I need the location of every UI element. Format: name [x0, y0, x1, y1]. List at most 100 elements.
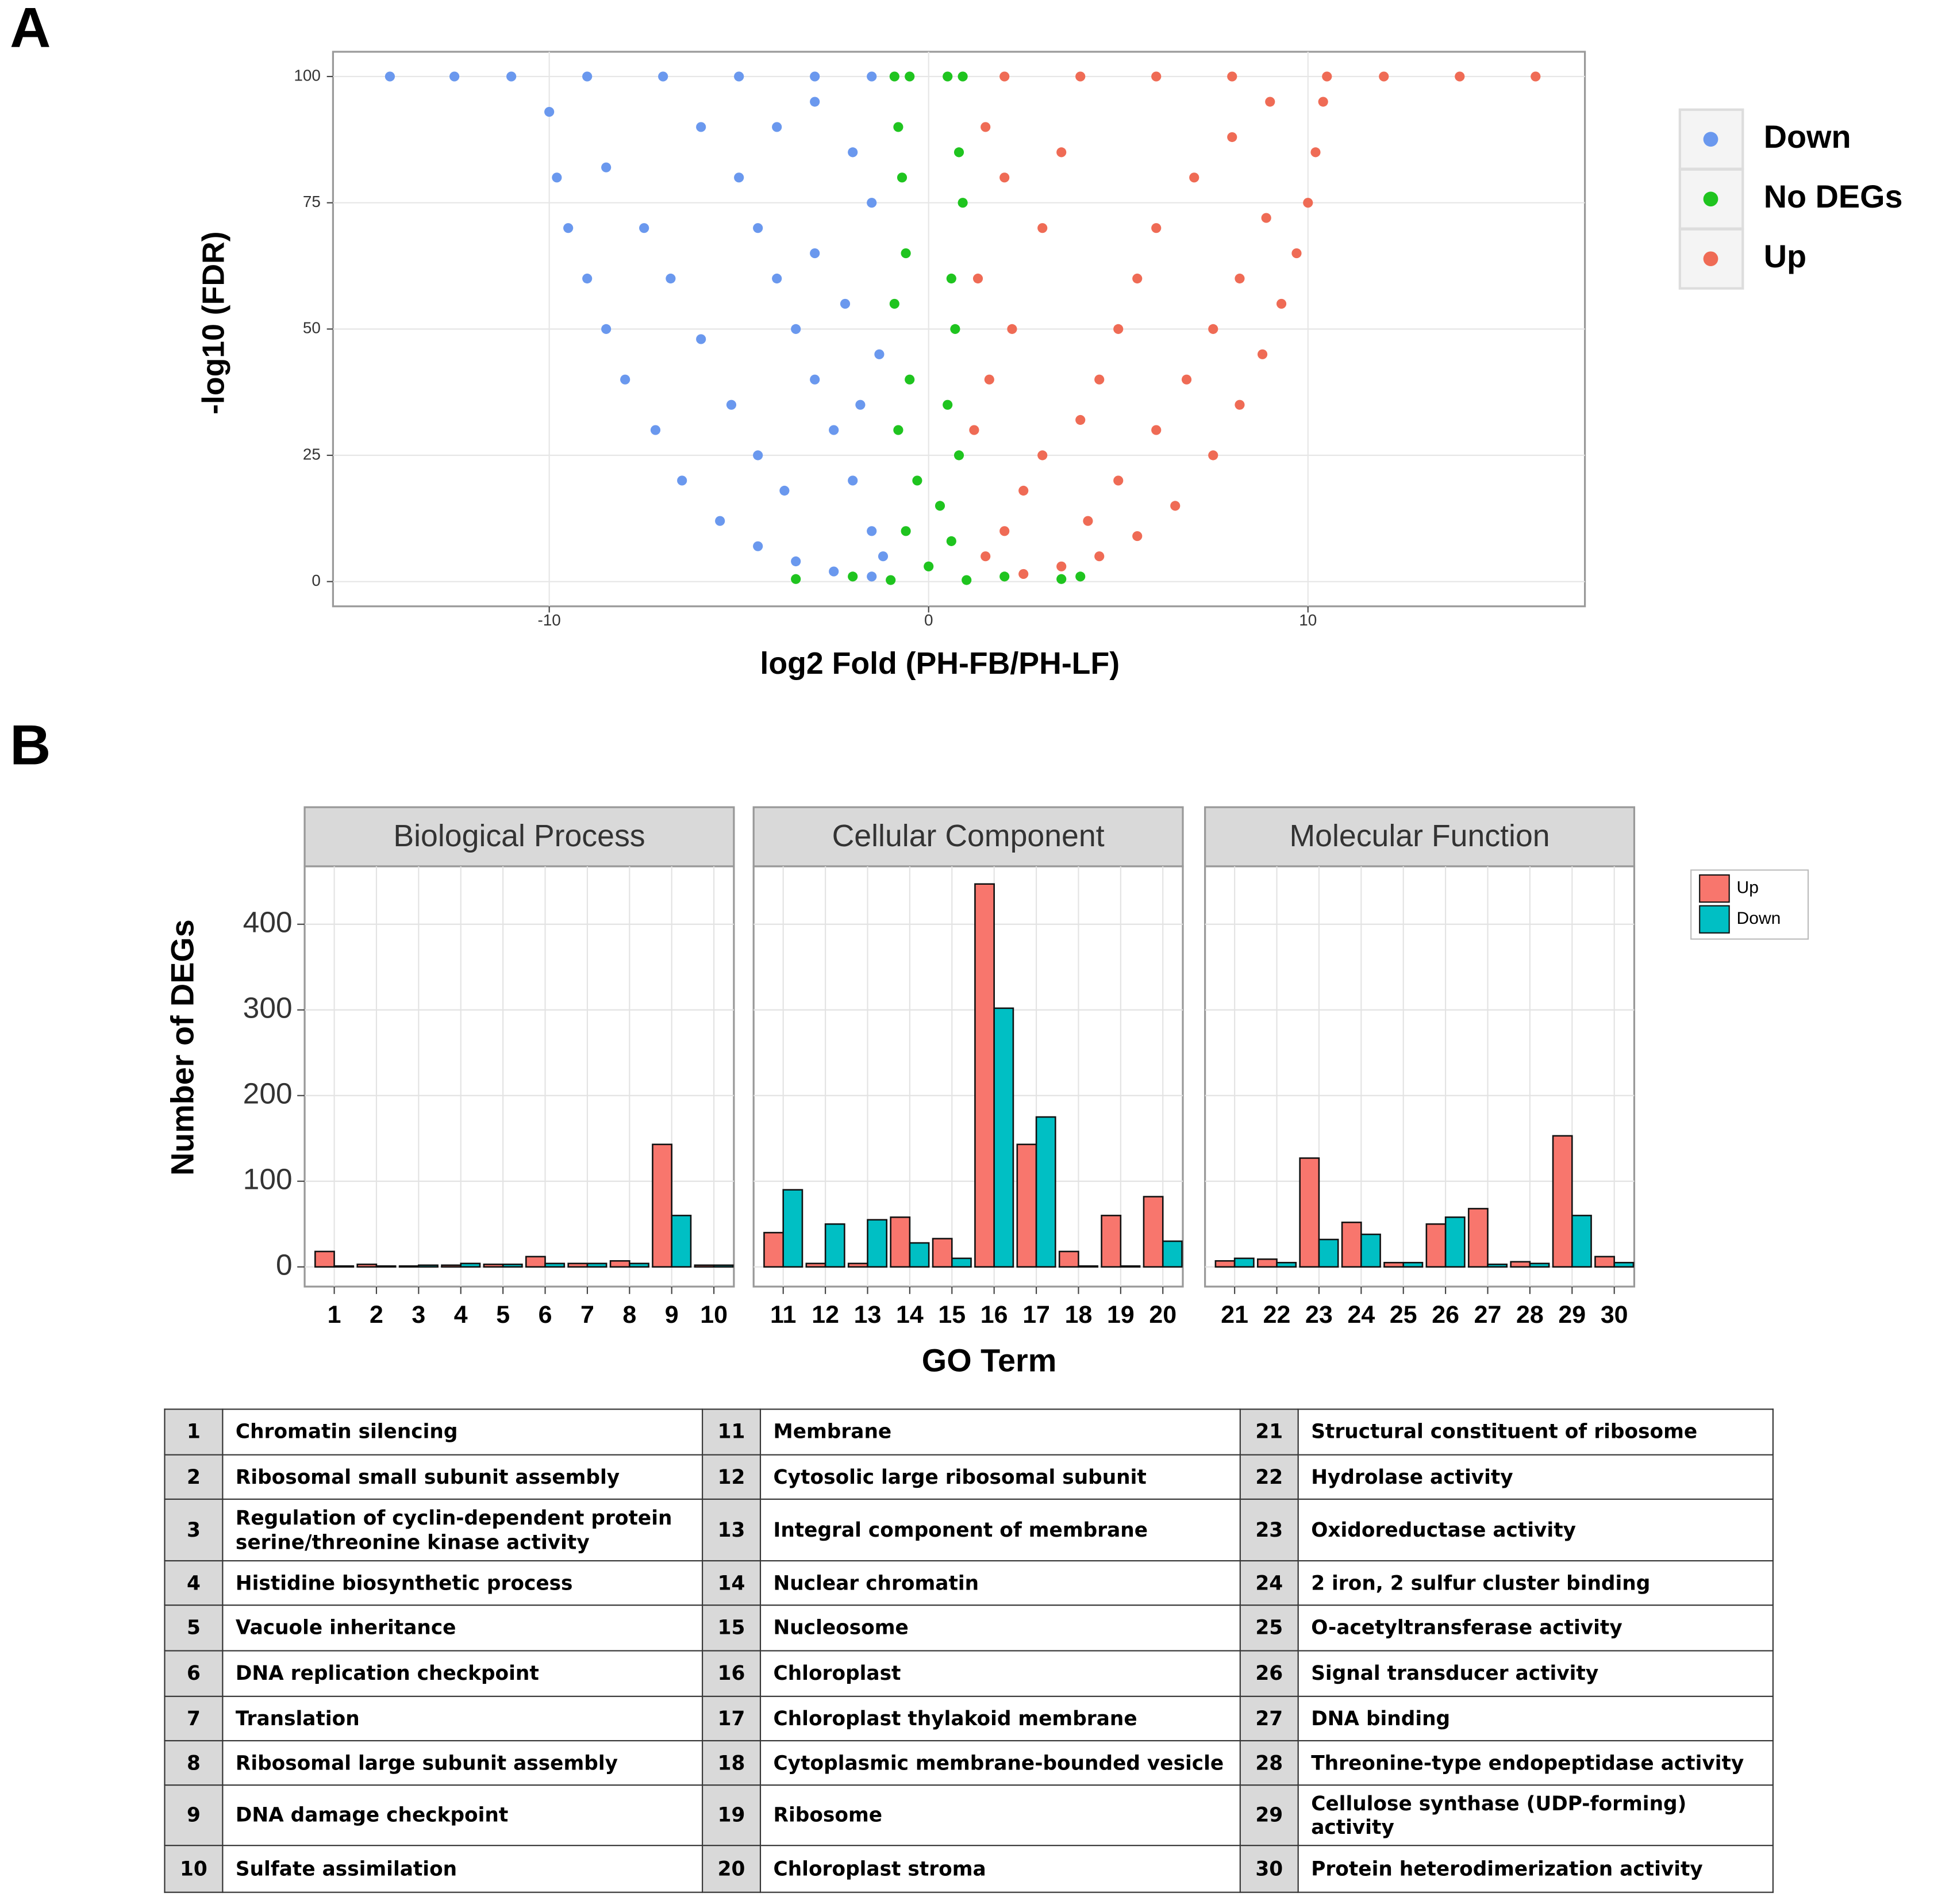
term-number: 3 [164, 1498, 224, 1562]
bar [890, 1216, 911, 1268]
point [946, 536, 956, 546]
bar [483, 1263, 504, 1268]
bar [1233, 1257, 1255, 1268]
term-name: Hydrolase activity [1297, 1454, 1774, 1500]
bar [671, 1215, 692, 1268]
bar [1402, 1262, 1424, 1268]
point [726, 400, 737, 410]
term-name: Vacuole inheritance [222, 1604, 703, 1652]
point [905, 374, 915, 385]
bar [1299, 1157, 1320, 1268]
bar [460, 1262, 481, 1268]
bar [951, 1257, 972, 1268]
term-number: 9 [164, 1784, 224, 1847]
table-row: 2 Ribosomal small subunit assembly 12 Cytos… [164, 1454, 1774, 1500]
bar [824, 1223, 845, 1268]
term-number: 28 [1239, 1740, 1299, 1786]
bar [694, 1264, 715, 1268]
point [1310, 147, 1321, 158]
term-number: 24 [1239, 1560, 1299, 1606]
table-row: 3 Regulation of cyclin-dependent protein … [164, 1498, 1774, 1562]
x-tick-label: 15 [938, 1301, 966, 1329]
bar [1444, 1216, 1466, 1268]
table-row: 9 DNA damage checkpoint 19 Ribosome 29 Cellul… [164, 1784, 1774, 1847]
point [999, 71, 1010, 82]
legend-label: Up [1764, 239, 1806, 274]
y-tick-label: 0 [276, 1247, 293, 1281]
point [867, 198, 877, 208]
point [867, 71, 877, 82]
point [867, 526, 877, 536]
term-number: 27 [1239, 1695, 1299, 1742]
x-tick-label: 20 [1149, 1301, 1176, 1329]
bar [1276, 1262, 1297, 1268]
point [1170, 501, 1181, 511]
term-name: Sulfate assimilation [222, 1845, 703, 1893]
point [901, 248, 911, 259]
bar [1058, 1250, 1079, 1268]
term-number: 12 [702, 1454, 762, 1500]
point [953, 147, 964, 158]
point [897, 172, 908, 183]
x-tick-label: 18 [1065, 1301, 1093, 1329]
legend-label: No DEGs [1764, 179, 1903, 214]
x-tick-label: 14 [896, 1301, 924, 1329]
bar [356, 1263, 378, 1268]
point [601, 324, 612, 334]
point [1075, 71, 1086, 82]
x-tick-label: 4 [454, 1301, 468, 1329]
bar [1162, 1240, 1183, 1268]
x-tick-label: 28 [1516, 1301, 1544, 1329]
x-tick-label: 5 [496, 1301, 510, 1329]
point [912, 475, 922, 486]
x-tick-label: 1 [328, 1301, 341, 1329]
point [1208, 450, 1218, 460]
x-tick-label: 24 [1347, 1301, 1375, 1329]
point [1208, 324, 1218, 334]
term-number: 22 [1239, 1454, 1299, 1500]
term-name: Nuclear chromatin [759, 1560, 1241, 1606]
point [848, 147, 858, 158]
point [1303, 198, 1313, 208]
point [506, 71, 517, 82]
x-axis-title: log2 Fold (PH-FB/PH-LF) [760, 646, 1120, 681]
point [946, 273, 956, 284]
point [696, 334, 706, 344]
point [650, 425, 661, 435]
bar [1571, 1215, 1592, 1268]
x-tick-label: 17 [1022, 1301, 1050, 1329]
term-number: 15 [702, 1604, 762, 1652]
term-name: Chromatin silencing [222, 1408, 703, 1456]
point [1531, 71, 1541, 82]
bar [502, 1263, 523, 1268]
term-name: Protein heterodimerization activity [1297, 1845, 1774, 1893]
table-row: 5 Vacuole inheritance 15 Nucleosome 25 O-acet… [164, 1604, 1774, 1652]
term-name: Cytosolic large ribosomal subunit [759, 1454, 1241, 1500]
bar [1383, 1262, 1405, 1268]
x-tick-label: 2 [370, 1301, 383, 1329]
point [1037, 450, 1048, 460]
y-tick-label: 100 [243, 1162, 293, 1195]
x-tick-label: 16 [981, 1301, 1008, 1329]
bar [1256, 1258, 1278, 1268]
point [1075, 414, 1086, 425]
bar [1101, 1215, 1122, 1268]
x-tick-label: -10 [537, 611, 560, 629]
legend-label: Up [1737, 878, 1759, 897]
point [715, 516, 725, 526]
term-name: Ribosomal large subunit assembly [222, 1740, 703, 1786]
point [999, 526, 1010, 536]
x-tick-label: 9 [665, 1301, 679, 1329]
point [696, 122, 706, 132]
term-number: 23 [1239, 1498, 1299, 1562]
term-number: 29 [1239, 1784, 1299, 1847]
point [385, 71, 395, 82]
legend-label: Down [1737, 909, 1781, 928]
point [848, 571, 858, 582]
term-name: Chloroplast thylakoid membrane [759, 1695, 1241, 1742]
term-number: 13 [702, 1498, 762, 1562]
x-tick-label: 13 [854, 1301, 882, 1329]
y-tick-label: 100 [294, 66, 321, 84]
point [753, 223, 763, 233]
point [810, 71, 820, 82]
